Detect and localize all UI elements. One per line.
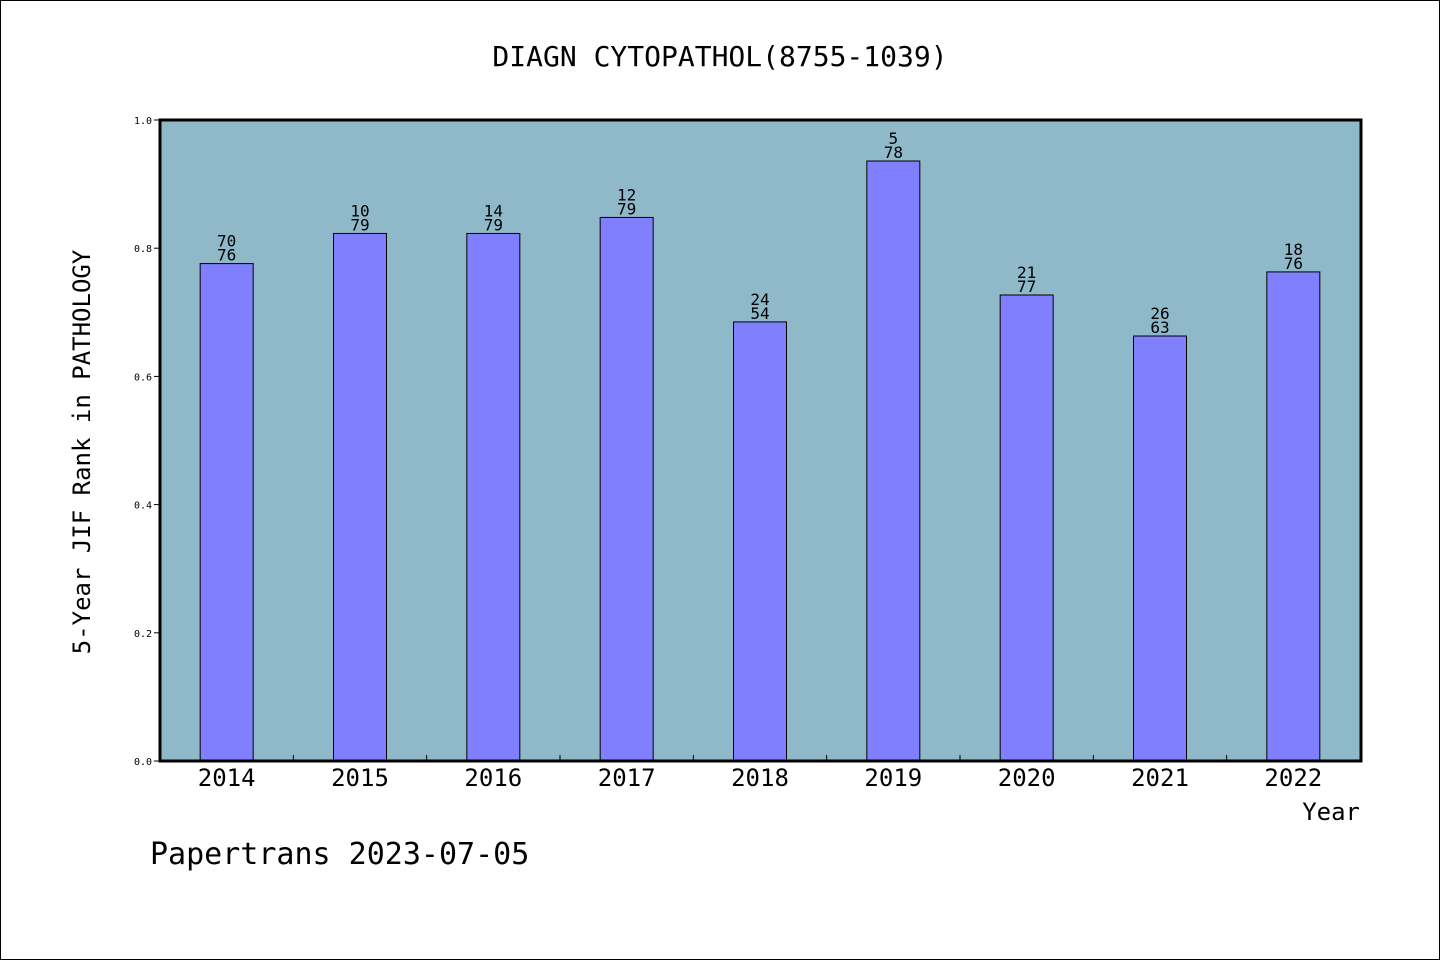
bar-rank-label: 14 (484, 201, 503, 220)
x-tick-label: 2022 (1264, 764, 1322, 792)
y-tick-label: 0.2 (134, 629, 152, 640)
chart-title: DIAGN CYTOPATHOL(8755-1039) (492, 40, 947, 73)
bar (333, 232, 387, 762)
footer-text: Papertrans 2023-07-05 (150, 837, 529, 872)
x-tick-label: 2014 (198, 764, 256, 792)
bar-rank-label: 26 (1150, 304, 1169, 323)
bar-total-label: 76 (217, 246, 236, 265)
x-tick-label: 2019 (864, 764, 922, 792)
bar-rank-label: 70 (217, 232, 236, 251)
x-axis-label: Year (1302, 798, 1360, 826)
bar-total-label: 79 (617, 199, 636, 218)
bar-total-label: 79 (350, 215, 369, 234)
x-tick-label: 2018 (731, 764, 789, 792)
plot-area (158, 118, 1363, 763)
x-tick-label: 2015 (331, 764, 389, 792)
bar-total-label: 79 (484, 215, 503, 234)
x-axis-ticks: 2014 2015 2016 2017 2018 2019 2020 2021 2022 (198, 755, 1322, 792)
y-axis-ticks: 0.0 0.2 0.4 0.6 0.8 1.0 (134, 116, 160, 768)
bar-rank-label: 18 (1284, 240, 1303, 259)
bar (199, 263, 254, 762)
y-tick-label: 0.6 (134, 372, 152, 383)
bar (1133, 335, 1187, 762)
bar-total-label: 78 (884, 143, 903, 162)
bar-total-label: 63 (1150, 318, 1169, 337)
bar-total-label: 76 (1284, 254, 1303, 273)
x-tick-label: 2016 (464, 764, 522, 792)
bar (866, 160, 921, 762)
bar-rank-label: 24 (750, 290, 769, 309)
bar (466, 232, 521, 762)
y-tick-label: 0.8 (134, 244, 152, 255)
y-tick-label: 1.0 (134, 116, 152, 127)
y-axis-label: 5-Year JIF Rank in PATHOLOGY (68, 249, 96, 654)
bar (733, 321, 787, 762)
x-tick-label: 2020 (998, 764, 1056, 792)
y-tick-label: 0.4 (134, 501, 152, 512)
bar-rank-label: 10 (350, 201, 369, 220)
bar-rank-label: 12 (617, 185, 636, 204)
bar-total-label: 77 (1017, 277, 1036, 296)
bar-rank-label: 21 (1017, 263, 1036, 282)
y-tick-label: 0.0 (134, 757, 152, 768)
x-tick-label: 2021 (1131, 764, 1189, 792)
bar-rank-label: 5 (889, 129, 899, 148)
bar-total-label: 54 (750, 304, 769, 323)
bar (1266, 271, 1321, 762)
bar (999, 294, 1054, 762)
x-tick-label: 2017 (598, 764, 656, 792)
bar (599, 216, 654, 762)
